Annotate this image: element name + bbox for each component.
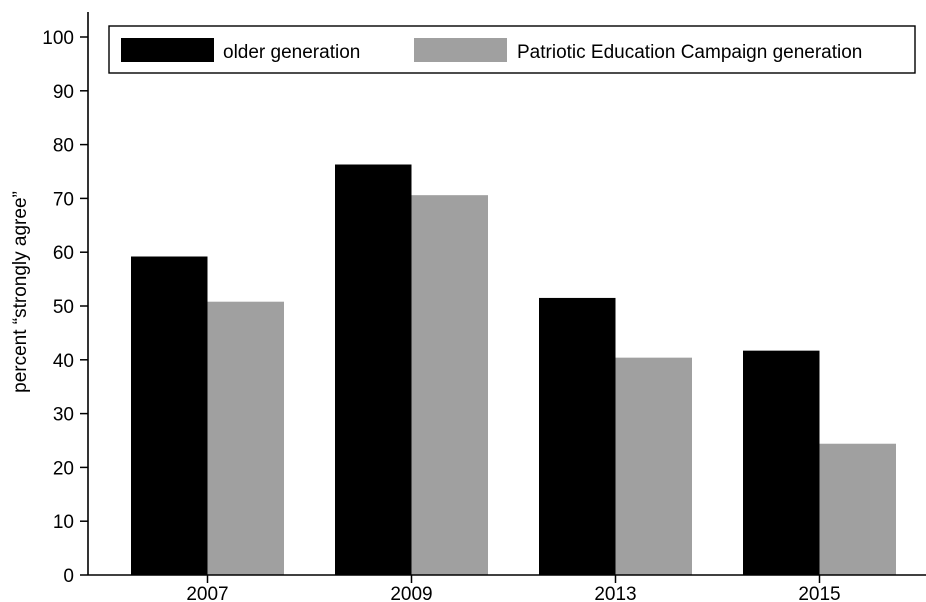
y-tick-label-50: 50 bbox=[53, 297, 74, 318]
x-tick-label-2007: 2007 bbox=[186, 584, 228, 602]
legend-label-patriotic-education-campaign-generation: Patriotic Education Campaign generation bbox=[517, 42, 862, 63]
y-tick-label-40: 40 bbox=[53, 351, 74, 372]
bar-patriotic-education-campaign-generation-2009 bbox=[411, 195, 488, 575]
x-tick-label-2015: 2015 bbox=[798, 584, 840, 602]
y-ticks-group: 0 10 20 30 40 50 60 70 80 90 100 bbox=[42, 28, 88, 587]
legend: older generation Patriotic Education Cam… bbox=[108, 25, 916, 74]
y-tick-label-20: 20 bbox=[53, 458, 74, 479]
y-tick-label-60: 60 bbox=[53, 243, 74, 264]
bars-group bbox=[131, 164, 896, 576]
y-tick-label-30: 30 bbox=[53, 405, 74, 426]
legend-swatch-patriotic-education-campaign-generation bbox=[414, 38, 507, 62]
y-tick-label-70: 70 bbox=[53, 189, 74, 210]
bar-older-generation-2007 bbox=[131, 256, 208, 575]
x-tick-label-2009: 2009 bbox=[390, 584, 432, 602]
x-ticks-group: 2007 2009 2013 2015 bbox=[186, 575, 841, 602]
bar-older-generation-2015 bbox=[743, 350, 820, 575]
bar-older-generation-2013 bbox=[539, 297, 616, 575]
y-tick-label-90: 90 bbox=[53, 82, 74, 103]
bar-patriotic-education-campaign-generation-2007 bbox=[207, 301, 284, 575]
legend-swatch-older-generation bbox=[121, 38, 214, 62]
y-tick-label-100: 100 bbox=[42, 28, 74, 49]
y-tick-label-0: 0 bbox=[63, 566, 74, 587]
y-tick-label-10: 10 bbox=[53, 512, 74, 533]
bar-older-generation-2009 bbox=[335, 164, 412, 576]
bar-patriotic-education-campaign-generation-2015 bbox=[819, 443, 896, 575]
legend-label-older-generation: older generation bbox=[223, 42, 360, 63]
y-tick-label-80: 80 bbox=[53, 136, 74, 157]
bar-patriotic-education-campaign-generation-2013 bbox=[615, 357, 692, 575]
x-tick-label-2013: 2013 bbox=[594, 584, 636, 602]
legend-frame bbox=[108, 25, 916, 74]
y-axis-title: percent “strongly agree” bbox=[10, 191, 31, 393]
